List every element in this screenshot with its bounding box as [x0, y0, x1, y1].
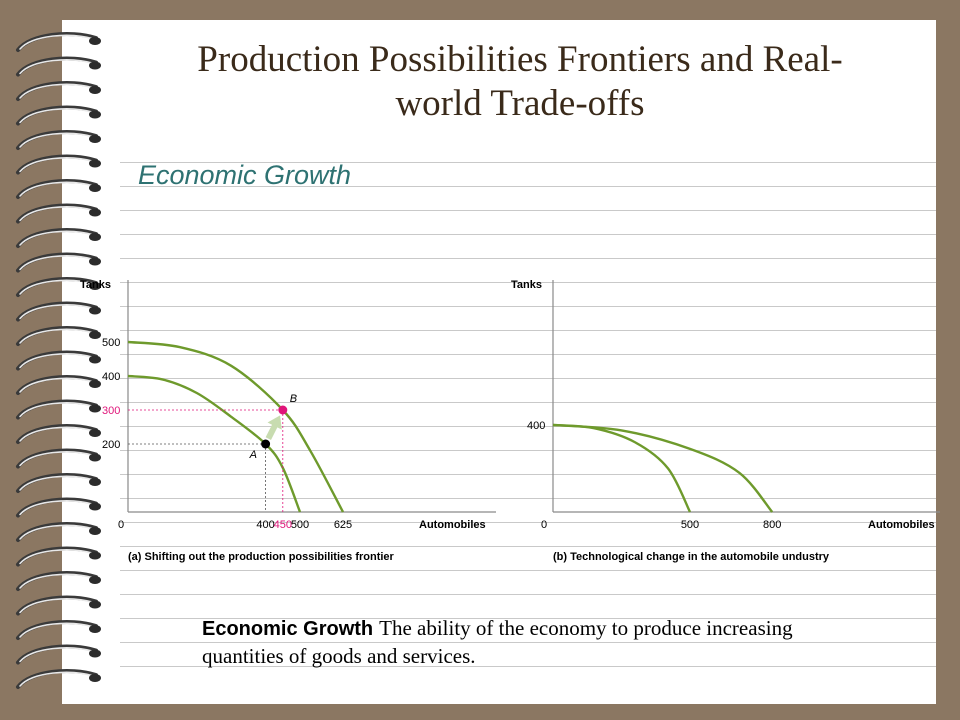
point-label: A: [249, 449, 257, 461]
y-tick-label: 400: [102, 371, 120, 383]
ruled-line: [120, 426, 936, 427]
ruled-line: [120, 642, 936, 643]
ruled-line: [120, 594, 936, 595]
point-label: B: [290, 393, 297, 405]
chart-caption: (b) Technological change in the automobi…: [553, 551, 830, 563]
ruled-line: [120, 402, 936, 403]
ruled-line: [120, 546, 936, 547]
ppf-curve-1: [552, 423, 692, 513]
x-tick-label: 625: [334, 519, 352, 531]
x-tick-label: 400: [256, 519, 274, 531]
spiral-coil: [16, 32, 101, 52]
spiral-coil: [16, 81, 101, 101]
spiral-coil: [16, 350, 101, 371]
y-tick-label: 500: [102, 337, 120, 349]
y-tick-label: 400: [527, 420, 545, 432]
ruled-line: [120, 498, 936, 499]
spiral-coil: [16, 375, 101, 395]
spiral-coil: [16, 326, 101, 346]
ruled-line: [120, 378, 936, 379]
slide-title: Production Possibilities Frontiers and R…: [197, 39, 843, 124]
spiral-coil: [16, 644, 101, 665]
spiral-coil: [16, 669, 101, 689]
ruled-line: [120, 186, 936, 187]
ruled-line: [120, 474, 936, 475]
spiral-coil: [16, 399, 101, 420]
ruled-line: [120, 234, 936, 235]
origin-label: 0: [118, 519, 124, 531]
ruled-line: [120, 258, 936, 259]
x-tick-label: 500: [681, 519, 699, 531]
ppf-curve-2: [127, 340, 345, 513]
spiral-coil: [16, 473, 101, 493]
ruled-line: [120, 210, 936, 211]
spiral-binding: [16, 32, 101, 689]
ruled-line: [120, 282, 936, 283]
ruled-line: [120, 162, 936, 163]
notebook-page: [62, 20, 936, 704]
spiral-coil: [16, 571, 101, 591]
ruled-line: [120, 570, 936, 571]
ruled-line: [120, 354, 936, 355]
spiral-coil: [16, 130, 101, 150]
spiral-coil: [16, 179, 101, 199]
y-axis-label: Tanks: [80, 279, 111, 291]
ruled-line: [120, 522, 936, 523]
x-tick-label: 500: [291, 519, 309, 531]
spiral-coil: [16, 154, 101, 175]
spiral-coil: [16, 497, 101, 518]
ruled-line: [120, 666, 936, 667]
spiral-coil: [16, 228, 101, 248]
origin-label: 0: [541, 519, 547, 531]
spiral-coil: [16, 620, 101, 640]
spiral-coil: [16, 424, 101, 444]
ruled-line: [120, 618, 936, 619]
spiral-coil: [16, 546, 101, 567]
spiral-coil: [16, 105, 101, 126]
definition-term: Economic Growth: [202, 618, 374, 640]
growth-arrow: [265, 415, 282, 441]
definition: Economic Growth The ability of the econom…: [202, 615, 822, 670]
spiral-coil: [16, 203, 101, 224]
x-axis-label: Automobiles: [868, 519, 935, 531]
point-b: [278, 405, 288, 415]
spiral-coil: [16, 56, 101, 77]
spiral-coil: [16, 595, 101, 616]
spiral-coil: [16, 301, 101, 322]
x-tick-label: 450: [274, 519, 292, 531]
y-axis-label: Tanks: [511, 279, 542, 291]
y-tick-label: 300: [102, 405, 120, 417]
ruled-line: [120, 306, 936, 307]
spiral-coil: [16, 277, 101, 297]
ppf-curve-2: [552, 423, 774, 513]
spiral-coil: [16, 252, 101, 273]
ruled-line: [120, 330, 936, 331]
ruled-line: [120, 450, 936, 451]
x-axis-label: Automobiles: [419, 519, 486, 531]
y-tick-label: 200: [102, 439, 120, 451]
spiral-coil: [16, 522, 101, 542]
slide-subtitle: Economic Growth: [138, 160, 352, 190]
spiral-coil: [16, 448, 101, 469]
definition-text: The ability of the economy to produce in…: [202, 616, 793, 668]
chart-caption: (a) Shifting out the production possibil…: [128, 551, 395, 563]
x-tick-label: 800: [763, 519, 781, 531]
point-a: [261, 439, 271, 449]
